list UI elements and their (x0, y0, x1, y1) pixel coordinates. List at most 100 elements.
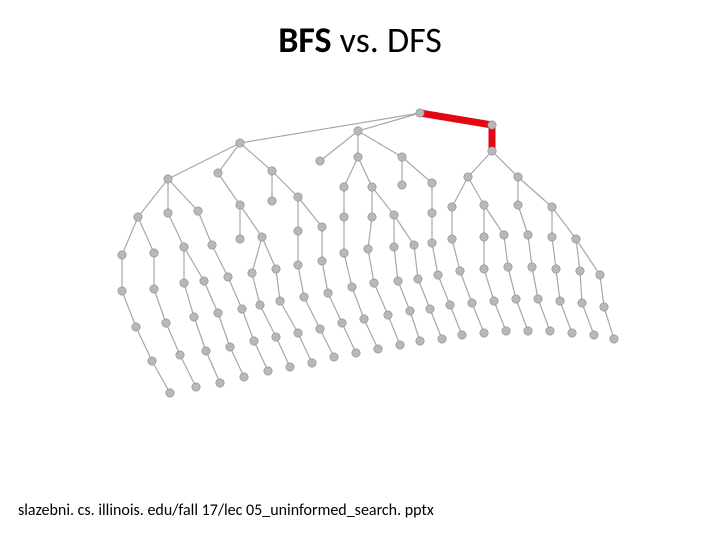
tree-edge (344, 157, 358, 187)
tree-edge (452, 177, 468, 207)
tree-edge (518, 205, 528, 235)
tree-node (162, 319, 170, 327)
tree-node (268, 197, 276, 205)
tree-edge (394, 247, 398, 281)
tree-edge (532, 267, 538, 299)
tree-node (134, 213, 142, 221)
tree-node (256, 301, 264, 309)
tree-node (318, 257, 326, 265)
tree-edge (398, 281, 410, 311)
tree-node (166, 389, 174, 397)
tree-node (434, 271, 442, 279)
tree-edge (484, 205, 504, 235)
tree-node (364, 245, 372, 253)
tree-edge (228, 277, 242, 309)
tree-node (448, 235, 456, 243)
tree-node (118, 287, 126, 295)
tree-node (276, 297, 284, 305)
tree-node (118, 251, 126, 259)
tree-edge (320, 329, 334, 357)
tree-edge (304, 297, 320, 329)
tree-node (490, 297, 498, 305)
tree-node (214, 169, 222, 177)
tree-node (426, 305, 434, 313)
tree-edge (538, 299, 550, 331)
tree-edge (212, 245, 228, 277)
tree-edge (452, 239, 460, 271)
tree-node (150, 249, 158, 257)
tree-node (390, 243, 398, 251)
tree-edge (402, 157, 432, 183)
tree-edge (194, 317, 206, 351)
tree-node (384, 311, 392, 319)
tree-edge (580, 271, 582, 303)
tree-node (368, 213, 376, 221)
tree-node (236, 235, 244, 243)
tree-edge (364, 319, 378, 349)
tree-edge (218, 173, 240, 205)
tree-edge (218, 143, 240, 173)
tree-node (524, 327, 532, 335)
tree-node (150, 285, 158, 293)
tree-node (340, 249, 348, 257)
tree-node (338, 319, 346, 327)
tree-edge (518, 177, 552, 207)
tree-edge (252, 273, 260, 305)
tree-node (414, 275, 422, 283)
tree-edge (240, 113, 420, 143)
tree-edge (240, 143, 272, 171)
tree-node (240, 373, 248, 381)
tree-node (600, 303, 608, 311)
tree-edge (298, 333, 312, 363)
tree-node (294, 227, 302, 235)
tree-node (132, 323, 140, 331)
tree-edge (204, 281, 218, 313)
tree-edge (460, 271, 472, 303)
tree-node (548, 233, 556, 241)
tree-node (456, 267, 464, 275)
tree-edge (260, 305, 276, 337)
tree-edge (328, 293, 342, 323)
tree-edge (484, 269, 494, 301)
tree-node (572, 235, 580, 243)
tree-node (224, 273, 232, 281)
tree-node (396, 341, 404, 349)
tree-edge (276, 269, 280, 301)
tree-edge (438, 275, 450, 305)
tree-edge (206, 351, 220, 383)
title-rest: vs. DFS (331, 18, 441, 62)
tree-node (368, 183, 376, 191)
tree-edge (468, 177, 484, 205)
tree-edge (262, 237, 276, 269)
tree-edge (508, 267, 516, 299)
tree-node (214, 309, 222, 317)
tree-edge (388, 315, 400, 345)
tree-edge (432, 243, 438, 275)
tree-node (480, 233, 488, 241)
tree-node (300, 293, 308, 301)
tree-edge (600, 275, 604, 307)
tree-edge (494, 301, 506, 331)
tree-node (374, 345, 382, 353)
tree-node (528, 263, 536, 271)
tree-node (394, 277, 402, 285)
tree-node (272, 265, 280, 273)
tree-edge (254, 341, 268, 371)
tree-edge (218, 313, 230, 347)
tree-node (316, 157, 324, 165)
tree-node (148, 357, 156, 365)
tree-node (596, 271, 604, 279)
tree-edge (492, 151, 518, 177)
tree-edge (198, 211, 212, 245)
tree-node (446, 301, 454, 309)
tree-node (236, 201, 244, 209)
tree-edge (582, 303, 594, 335)
tree-edge (184, 283, 194, 317)
tree-node (480, 201, 488, 209)
tree-edge (352, 287, 364, 319)
tree-edge (138, 179, 168, 217)
tree-node (192, 383, 200, 391)
tree-edge (450, 305, 462, 335)
tree-node (354, 127, 362, 135)
tree-node (480, 329, 488, 337)
